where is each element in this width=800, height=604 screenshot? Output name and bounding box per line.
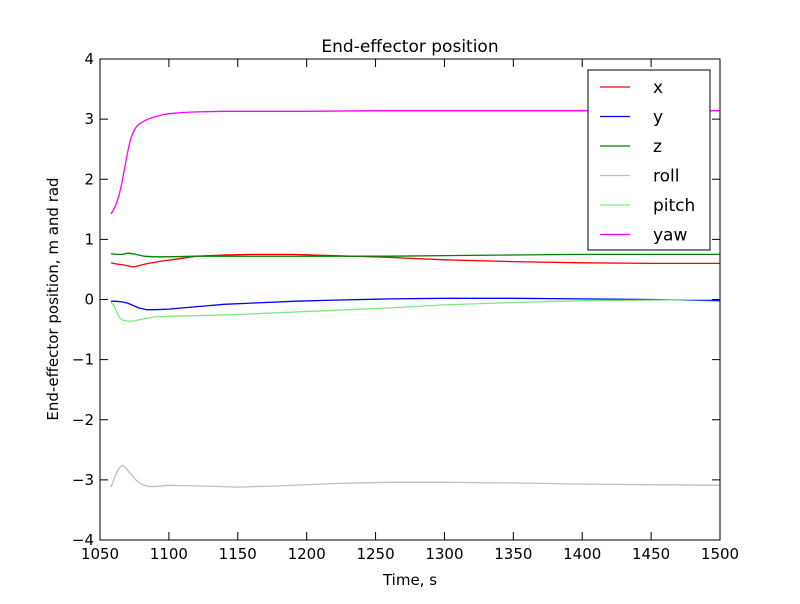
y-axis-label: End-effector position, m and rad — [44, 177, 62, 420]
x-tick-label: 1050 — [81, 545, 119, 563]
series-line-pitch — [110, 298, 720, 322]
legend-label-x: x — [653, 78, 663, 98]
legend-label-z: z — [653, 137, 662, 157]
x-tick-label: 1450 — [632, 545, 670, 563]
y-tick-label: 1 — [84, 230, 94, 248]
ticks-layer: 1050 1100 1150 1200 1250 1300 1350 1400 1450 1500… — [72, 50, 739, 563]
series-layer — [110, 110, 720, 488]
x-tick-label: 1500 — [701, 545, 739, 563]
series-line-y — [111, 297, 720, 311]
legend-label-pitch: pitch — [653, 196, 695, 216]
y-tick-label: 3 — [84, 110, 94, 128]
series-line-z — [110, 252, 720, 258]
y-tick-label: −2 — [72, 411, 94, 429]
legend-label-yaw: yaw — [653, 226, 687, 246]
legend-label-y: y — [653, 108, 663, 128]
x-tick-label: 1100 — [150, 545, 188, 563]
x-axis-label: Time, s — [382, 571, 437, 589]
x-tick-label: 1150 — [219, 545, 257, 563]
x-tick-label: 1400 — [563, 545, 601, 563]
y-tick-label: −1 — [72, 351, 94, 369]
y-tick-label: 0 — [84, 291, 94, 309]
y-tick-label: −4 — [72, 531, 94, 549]
x-tick-label: 1350 — [494, 545, 532, 563]
y-tick-label: 2 — [84, 170, 94, 188]
legend-label-roll: roll — [653, 167, 679, 187]
legend-box — [587, 69, 711, 251]
chart-title: End-effector position — [321, 37, 498, 57]
series-line-roll — [110, 464, 720, 488]
x-tick-label: 1250 — [356, 545, 394, 563]
y-tick-label: 4 — [84, 50, 94, 68]
x-tick-label: 1200 — [288, 545, 326, 563]
x-tick-label: 1300 — [425, 545, 463, 563]
legend: xyz roll pitch yaw — [587, 69, 711, 251]
y-tick-label: −3 — [72, 471, 94, 489]
series-line-yaw — [110, 110, 720, 215]
